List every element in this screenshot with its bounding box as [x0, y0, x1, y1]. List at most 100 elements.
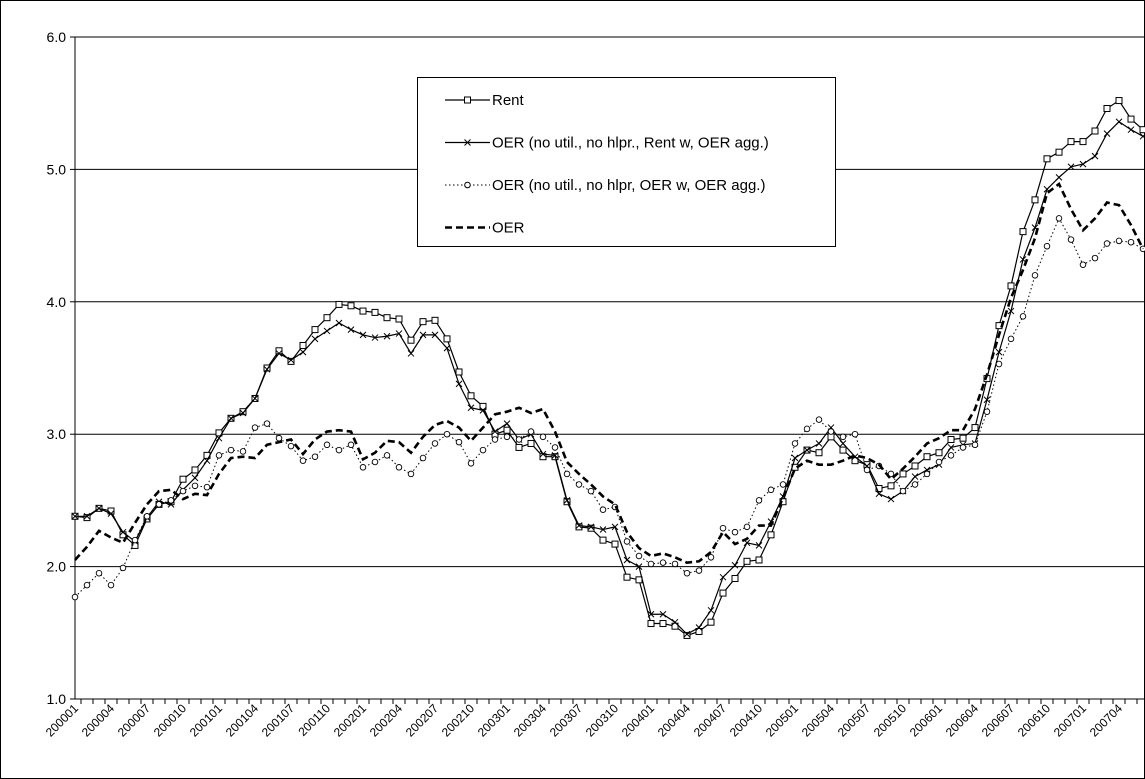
data-point [503, 433, 511, 441]
data-point [167, 497, 175, 504]
data-point [203, 457, 211, 465]
data-point [491, 428, 499, 435]
data-point [659, 620, 667, 628]
data-point [1103, 240, 1111, 247]
data-point [1043, 155, 1051, 163]
y-tick-label: 6.0 [47, 29, 67, 45]
data-point [851, 430, 859, 438]
data-point [1103, 104, 1111, 112]
data-point [383, 452, 391, 459]
data-point [347, 302, 355, 310]
legend-marker [464, 96, 471, 104]
data-point [443, 430, 451, 438]
data-point [263, 420, 271, 427]
data-point [251, 424, 259, 431]
data-point [755, 556, 763, 564]
data-point [719, 524, 727, 532]
data-point [983, 396, 991, 404]
data-point [395, 315, 403, 323]
data-point [1115, 237, 1123, 245]
data-point [1055, 173, 1063, 181]
data-point [995, 348, 1003, 356]
data-point [815, 440, 823, 447]
data-point [935, 458, 943, 466]
data-point [455, 438, 463, 446]
data-point [551, 444, 559, 451]
data-point [371, 334, 379, 341]
data-point [731, 528, 739, 536]
data-point [311, 453, 319, 460]
data-point [695, 567, 703, 574]
data-point [323, 441, 331, 449]
data-point [851, 457, 859, 465]
data-point [1127, 126, 1135, 134]
data-point [755, 497, 763, 504]
data-point [1055, 215, 1063, 222]
data-point [1007, 282, 1015, 290]
legend: Rent OER (no util., no hlpr., Rent w, OER… [417, 77, 836, 247]
data-point [1007, 335, 1015, 343]
data-point [431, 440, 439, 447]
data-point [935, 449, 943, 457]
data-point [671, 560, 679, 568]
data-point [683, 631, 691, 639]
data-point [707, 606, 715, 614]
data-point [287, 357, 295, 365]
data-point [959, 444, 967, 451]
data-point [143, 513, 151, 520]
data-point [455, 380, 463, 388]
data-point [575, 481, 583, 488]
data-point [443, 344, 451, 352]
data-point [371, 458, 379, 466]
data-point [227, 414, 235, 422]
data-point [767, 486, 775, 494]
data-point [431, 316, 439, 324]
data-point [647, 560, 655, 568]
data-point [611, 523, 619, 531]
data-point [551, 452, 559, 459]
data-point [287, 356, 295, 364]
data-point [467, 404, 475, 412]
data-point [575, 522, 583, 529]
data-point [155, 501, 163, 508]
y-tick-label: 4.0 [47, 294, 67, 310]
data-point [863, 466, 871, 474]
data-point [371, 308, 379, 316]
data-point [407, 350, 415, 357]
data-point [647, 620, 655, 628]
data-point [875, 490, 883, 498]
y-tick-label: 5.0 [47, 161, 67, 177]
data-point [107, 510, 115, 517]
data-point [587, 487, 595, 495]
data-point [263, 364, 271, 372]
data-point [947, 444, 955, 451]
data-point [95, 504, 103, 512]
data-point [83, 512, 91, 520]
data-point [335, 319, 343, 327]
data-point [455, 368, 463, 376]
data-point [647, 610, 655, 618]
data-point [263, 365, 271, 373]
data-point [1019, 313, 1027, 320]
data-point [839, 433, 847, 441]
data-point [191, 482, 199, 490]
data-point [527, 439, 535, 447]
data-point [83, 581, 91, 589]
data-point [899, 470, 907, 478]
data-point [275, 350, 283, 357]
data-point [875, 484, 883, 492]
data-point [299, 341, 307, 349]
data-point [791, 440, 799, 447]
data-point [191, 466, 199, 474]
y-tick-label: 1.0 [47, 691, 67, 707]
data-point [479, 407, 487, 414]
y-tick-label: 2.0 [47, 559, 67, 575]
data-point [695, 627, 703, 635]
legend-symbol [464, 139, 471, 146]
data-point [887, 482, 895, 490]
data-point [839, 440, 847, 447]
data-point [659, 559, 667, 566]
data-point [515, 443, 523, 451]
data-point [959, 434, 967, 442]
y-tick-label: 3.0 [47, 426, 67, 442]
